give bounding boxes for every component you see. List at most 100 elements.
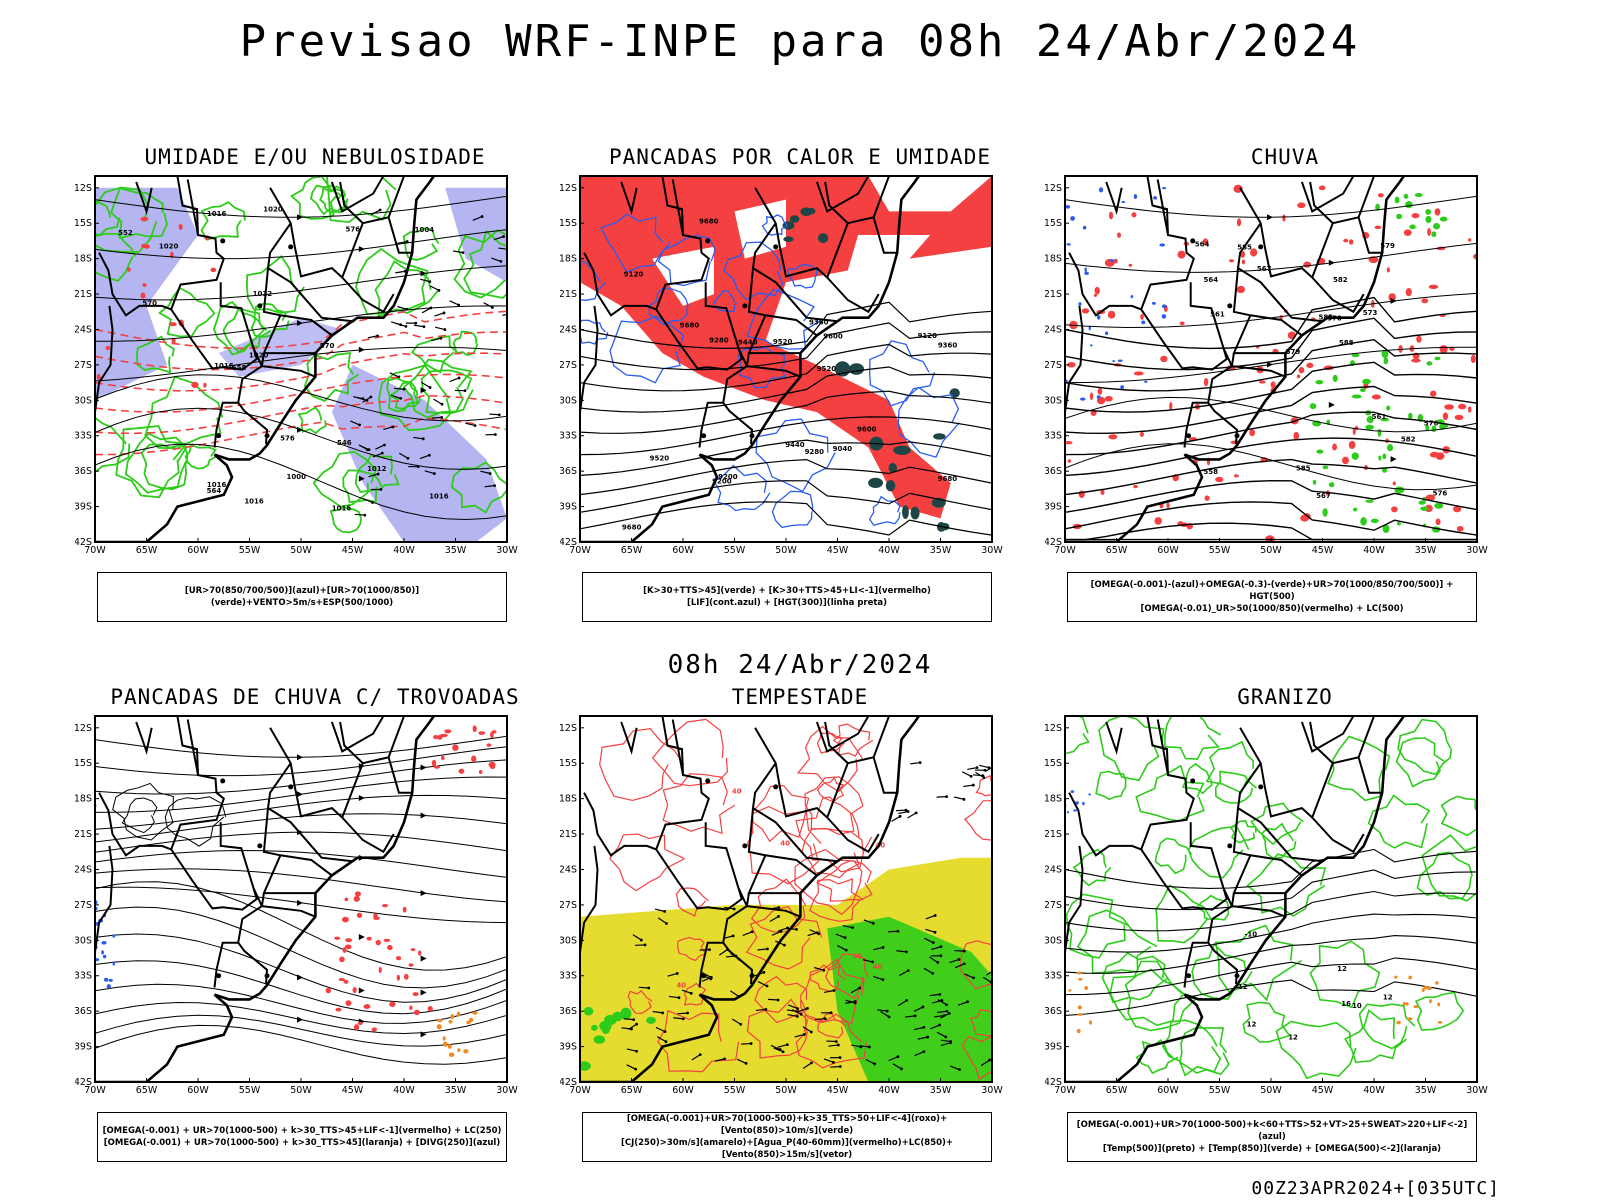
wind-vector [865,1058,875,1065]
lat-tick-label: 18S [75,254,92,265]
storm-red-dots-cell [444,729,452,734]
contour-value-label: 12 [1247,1021,1257,1029]
lon-tick-label: 30W [1466,545,1488,556]
rain-red-dots-cell [1377,193,1384,198]
rain-blue-dots-cell [1088,325,1091,331]
storm-red-dots-cell [387,945,393,951]
wind-vector-head [799,1012,803,1016]
wind-vector-head [732,907,736,911]
wind-vector [892,1063,902,1070]
contour-value-label: 9680 [680,322,700,330]
panel-legend: [OMEGA(-0.001)-(azul)+OMEGA(-0.3)-(verde… [1067,572,1477,622]
contour-value-label: 552 [118,229,133,237]
rain-green-dots-cell [1433,223,1441,230]
rain-red-dots-cell [1318,185,1326,191]
rain-red-dots-cell [1374,225,1382,230]
legend-line: [OMEGA(-0.001) + UR>70(1000-500) + k>30_… [102,1126,502,1136]
wind-vector-head [708,948,711,952]
rain-green-dots-cell [1434,502,1444,509]
contour-loop [124,432,188,494]
rain-blue-dots-cell [1082,225,1087,230]
divg-blue-dots-cell [95,958,100,962]
contour-loop [1124,968,1196,1032]
lat-tick-label: 15S [75,218,92,229]
contour-loop [453,229,507,299]
temp500-lines [1065,848,1477,1016]
wind-vector-head [461,251,465,255]
rain-green-dots-cell [1414,193,1423,198]
contour-loop [868,340,936,407]
contour-value-label: 570 [142,299,157,307]
lon-tick-label: 45W [1312,545,1334,556]
contour-value-label: 585 [1296,465,1311,473]
rain-green-dots-cell [1425,215,1432,224]
contour-loop [1179,1027,1230,1076]
rain-green-dots-cell [1366,415,1374,424]
panel-title: CHUVA [1250,145,1320,169]
contour-loop [599,728,685,802]
lake-dot [749,973,755,979]
contour-loop [1275,1020,1357,1080]
wind-vector-head [972,976,975,980]
lon-tick-label: 45W [342,1085,364,1096]
wind-vector-head [762,970,766,974]
storm-red-dots-cell [344,944,352,950]
rain-blue-dots-cell [1065,205,1071,209]
red-dots-cell [171,337,176,345]
storm-red-dots-cell [427,1006,433,1012]
contour-line [95,310,507,350]
map-tempestade: 40404040404012S15S18S21S24S27S30S33S36S3… [560,715,1003,1096]
wind-vector [449,300,459,306]
rain-green-dots-cell [1383,357,1389,365]
panel-title: TEMPESTADE [731,685,869,709]
contour-value-label: 9680 [938,475,958,483]
rain-red-dots-cell [1250,248,1258,257]
wind-vector [787,1013,798,1017]
contour-loop [677,936,707,962]
lake-dot [257,843,263,849]
red-dots-cell [203,382,207,388]
storm-red-dots-cell [373,916,380,920]
rain-red-dots-cell [1287,331,1297,340]
state-borders [1065,716,1395,993]
lat-tick-label: 42S [1045,1077,1062,1088]
omega-orange-dots-cell [1077,1013,1083,1016]
wind-vector [731,1018,741,1025]
contour-value-label: 9520 [817,365,837,373]
streamline-arrow [358,475,365,482]
rain-red-dots-cell [1386,267,1390,273]
wind-vector-head [378,208,382,212]
lon-tick-label: 60W [672,545,694,556]
wind-vector-head [803,1033,806,1036]
wind-vector [929,956,939,963]
lon-tick-label: 35W [1415,545,1437,556]
wind-vector-head [493,484,497,487]
wind-vector [850,1044,862,1048]
wind-vector [940,1039,951,1043]
lon-tick-label: 40W [878,1085,900,1096]
wind-vector [964,973,974,979]
map-content: 12 12 12 12 16 -10 10 12 [1065,716,1477,1082]
rain-red-dots-cell [1468,238,1472,242]
contour-loop [1326,735,1391,802]
teal-cells [782,207,829,244]
rain-blue-dots-cell [1159,243,1166,247]
map-content: 9680 9680 9680 9680 9600 9600 9520 9520 9440 9440… [580,176,992,542]
storm-orange-dots-cell [456,1011,461,1017]
wind-vector [777,1044,788,1048]
wind-vector-head [914,811,918,815]
wind-vector [370,209,381,216]
map-content: 1016 1016 1016 1012 1016 1020 1016 1016 1020 1012… [95,176,507,542]
wind-vector [895,809,907,812]
rain-red-dots-cell [1236,218,1242,227]
wind-vector [949,958,960,964]
contour-value-label: 9200 [712,477,732,485]
wind-vector [699,949,710,951]
lat-tick-label: 18S [1045,794,1062,805]
wind-vector [623,1018,634,1021]
contour-value-label: 9680 [622,523,642,531]
lat-tick-label: 33S [75,431,92,442]
contour-value-label: 573 [1363,309,1378,317]
wind-vector [770,1044,781,1051]
wind-vector [984,766,992,772]
